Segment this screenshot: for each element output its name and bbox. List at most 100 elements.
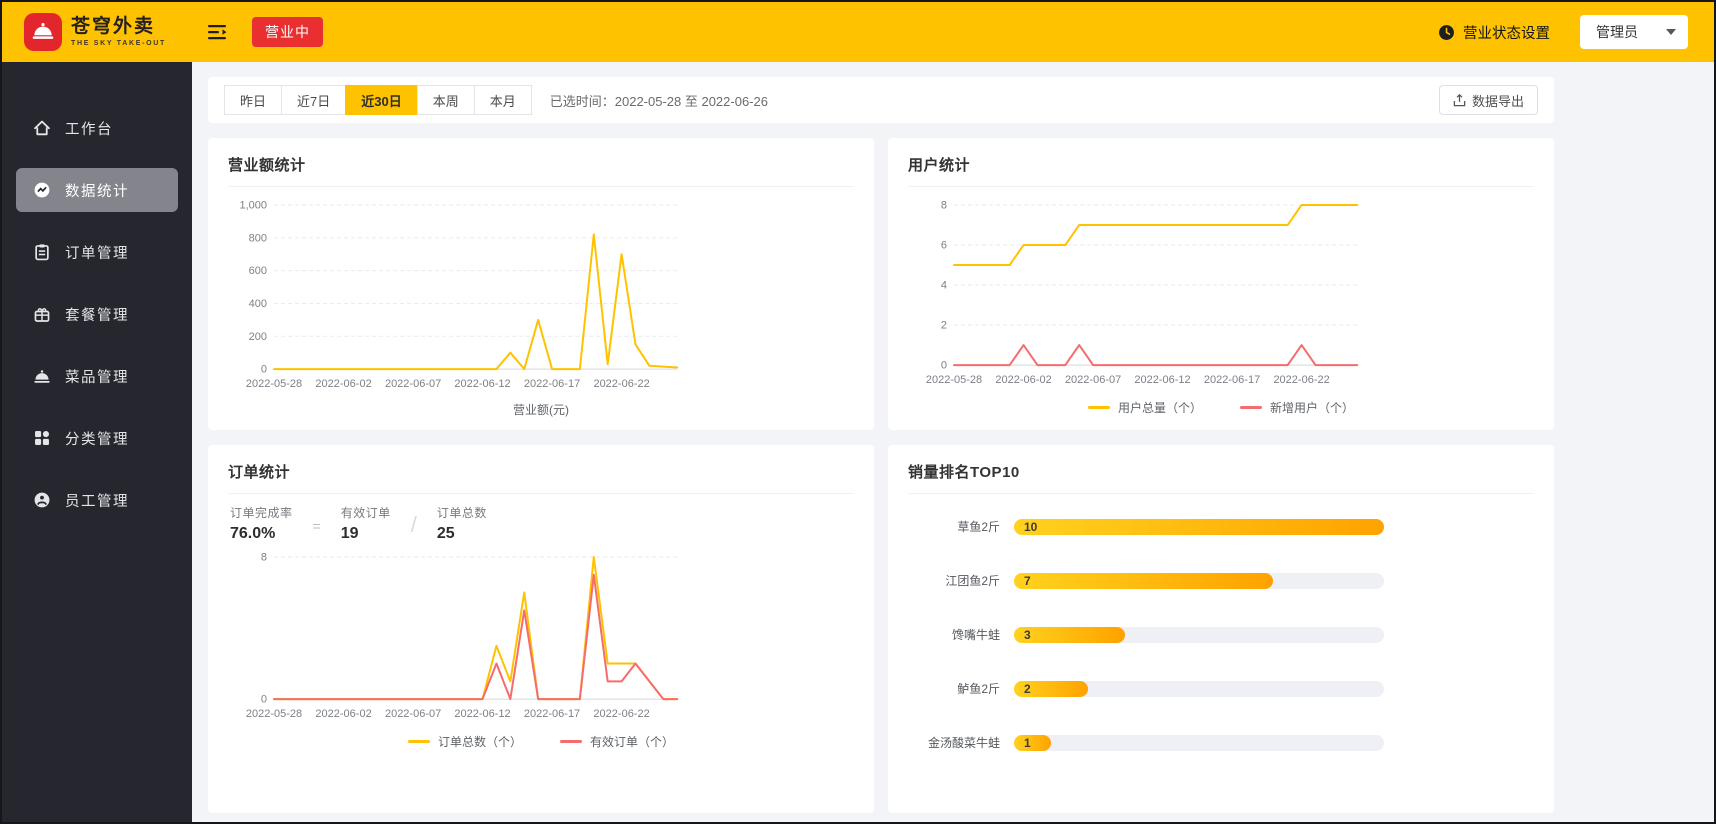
svg-text:2: 2	[941, 320, 947, 332]
export-icon	[1453, 93, 1466, 107]
sidebar-item-label: 套餐管理	[65, 307, 129, 324]
legend-item-订单总数（个）[interactable]: 订单总数（个）	[407, 733, 522, 750]
svg-text:2022-06-17: 2022-06-17	[524, 708, 580, 720]
valid-orders-label: 有效订单	[340, 506, 391, 520]
svg-text:0: 0	[941, 360, 947, 372]
svg-text:200: 200	[249, 331, 267, 343]
top10-card-title: 销量排名TOP10	[908, 461, 1534, 494]
sidebar-item-套餐管理[interactable]: 套餐管理	[16, 292, 178, 336]
user-chart-legend: 用户总量（个） 新增用户（个）	[908, 399, 1534, 416]
bar-fill: 2	[1014, 680, 1088, 697]
legend-label: 订单总数（个）	[437, 735, 522, 750]
legend-swatch	[1240, 406, 1262, 410]
top-header: 苍穹外卖 THE SKY TAKE-OUT 营业中 营业状态设置 管理员	[2, 2, 1714, 62]
bar-track: 3	[1014, 626, 1384, 643]
svg-text:2022-06-12: 2022-06-12	[1134, 374, 1190, 386]
bar-value: 1	[1024, 735, 1031, 750]
svg-text:2022-06-07: 2022-06-07	[385, 378, 441, 390]
date-tab-本周[interactable]: 本周	[416, 85, 475, 115]
admin-label: 管理员	[1596, 24, 1638, 40]
svg-text:400: 400	[249, 298, 267, 310]
date-tab-昨日[interactable]: 昨日	[224, 85, 283, 115]
clock-icon	[1438, 24, 1455, 41]
sidebar-item-分类管理[interactable]: 分类管理	[16, 416, 178, 460]
svg-text:2022-06-07: 2022-06-07	[385, 708, 441, 720]
main-content: 昨日 近7日 近30日 本周 本月 已选时间：2022-05-28 至 2022-06-…	[192, 62, 1714, 822]
date-tab-本月[interactable]: 本月	[473, 85, 532, 115]
bar-fill: 3	[1014, 626, 1125, 643]
data-export-button[interactable]: 数据导出	[1438, 85, 1538, 115]
bar-label: 草鱼2斤	[957, 520, 1000, 534]
completion-rate-value: 76.0%	[230, 525, 276, 542]
bar-value: 7	[1024, 573, 1031, 588]
date-tab-近7日[interactable]: 近7日	[281, 85, 347, 115]
revenue-axis-caption: 营业额(元)	[513, 403, 569, 418]
sidebar-item-label: 菜品管理	[65, 369, 129, 386]
legend-swatch	[1087, 406, 1110, 410]
svg-text:2022-06-22: 2022-06-22	[593, 378, 649, 390]
business-status-setting[interactable]: 营业状态设置	[1438, 22, 1550, 43]
valid-orders-stat: 有效订单 19	[341, 504, 391, 543]
dish-icon	[33, 367, 51, 385]
svg-text:2022-06-22: 2022-06-22	[1273, 374, 1329, 386]
completion-rate-label: 订单完成率	[230, 506, 293, 520]
stats-icon	[33, 181, 51, 199]
status-setting-label: 营业状态设置	[1463, 25, 1550, 42]
sidebar-item-员工管理[interactable]: 员工管理	[16, 478, 178, 522]
total-orders-value: 25	[436, 525, 455, 542]
home-icon	[33, 119, 51, 137]
collapse-menu-icon[interactable]	[208, 24, 228, 40]
sidebar-item-工作台[interactable]: 工作台	[16, 106, 178, 150]
order-completion-stats: 订单完成率 76.0% = 有效订单 19 / 订单总数 25	[230, 504, 854, 543]
order-line-chart: 0 8 2022-05-28 2022-06-02 2022-06-07 2022-06-…	[246, 552, 679, 720]
sidebar-item-菜品管理[interactable]: 菜品管理	[16, 354, 178, 398]
user-line-chart: 0 2 4 6 8 2022-05-28 2022-06-02 2022-06-07 2022-…	[926, 200, 1359, 386]
sidebar-item-label: 员工管理	[65, 493, 129, 510]
svg-text:2022-06-07: 2022-06-07	[1065, 374, 1121, 386]
user-card-title: 用户统计	[908, 154, 1534, 187]
bar-track: 10	[1014, 518, 1384, 535]
sidebar-item-label: 分类管理	[65, 431, 129, 448]
sidebar-item-label: 数据统计	[65, 183, 129, 200]
header-right: 营业状态设置 管理员	[1438, 15, 1688, 49]
bar-label: 金汤酸菜牛蛙	[927, 736, 1000, 750]
equals-sign: =	[312, 518, 321, 534]
legend-item-新增用户（个）[interactable]: 新增用户（个）	[1240, 399, 1354, 416]
completion-rate-stat: 订单完成率 76.0%	[230, 504, 293, 543]
svg-text:600: 600	[249, 265, 267, 277]
brand-title: 苍穹外卖	[71, 16, 156, 38]
bar-label: 江团鱼2斤	[945, 574, 1000, 588]
svg-text:6: 6	[941, 240, 947, 252]
bar-value: 3	[1024, 627, 1031, 642]
bar-track: 7	[1014, 572, 1384, 589]
svg-text:1,000: 1,000	[239, 200, 267, 212]
brand-text: 苍穹外卖 THE SKY TAKE-OUT	[71, 16, 166, 47]
order-chart-legend: 订单总数（个） 有效订单（个）	[228, 733, 854, 750]
sidebar-menu: 工作台数据统计订单管理套餐管理菜品管理分类管理员工管理	[2, 62, 192, 822]
legend-label: 有效订单（个）	[590, 735, 675, 750]
legend-swatch	[407, 740, 430, 744]
sidebar-item-订单管理[interactable]: 订单管理	[16, 230, 178, 274]
sidebar-item-数据统计[interactable]: 数据统计	[16, 168, 178, 212]
bar-label: 鲈鱼2斤	[957, 682, 1000, 696]
svg-text:2022-06-22: 2022-06-22	[593, 708, 649, 720]
revenue-card-title: 营业额统计	[228, 154, 854, 187]
admin-dropdown[interactable]: 管理员	[1580, 15, 1688, 49]
svg-text:8: 8	[261, 552, 267, 564]
bar-value: 10	[1024, 519, 1038, 534]
chevron-down-icon	[1666, 29, 1676, 35]
legend-item-有效订单（个）[interactable]: 有效订单（个）	[560, 733, 674, 750]
svg-text:2022-06-02: 2022-06-02	[995, 374, 1051, 386]
date-tab-近30日[interactable]: 近30日	[345, 85, 418, 115]
svg-text:2022-06-12: 2022-06-12	[454, 708, 510, 720]
svg-text:0: 0	[261, 694, 267, 706]
top10-bar-chart: 草鱼2斤 10 江团鱼2斤 7 馋嘴牛蛙 3 鲈鱼2斤 2 金汤酸菜牛蛙 1	[908, 518, 1384, 751]
order-stats-card: 订单统计 订单完成率 76.0% = 有效订单 19 /	[208, 445, 874, 813]
legend-item-用户总量（个）[interactable]: 用户总量（个）	[1087, 399, 1202, 416]
legend-swatch	[560, 740, 582, 744]
svg-text:8: 8	[941, 200, 947, 212]
bar-fill: 1	[1014, 734, 1051, 751]
layout: 工作台数据统计订单管理套餐管理菜品管理分类管理员工管理 昨日 近7日 近30日 本周本…	[2, 62, 1714, 822]
user-stats-card: 用户统计 0 2 4 6 8 2022-05-28 2022-06-02 2022-06-07…	[888, 138, 1554, 430]
top10-row-鲈鱼2斤: 鲈鱼2斤 2	[908, 680, 1384, 697]
